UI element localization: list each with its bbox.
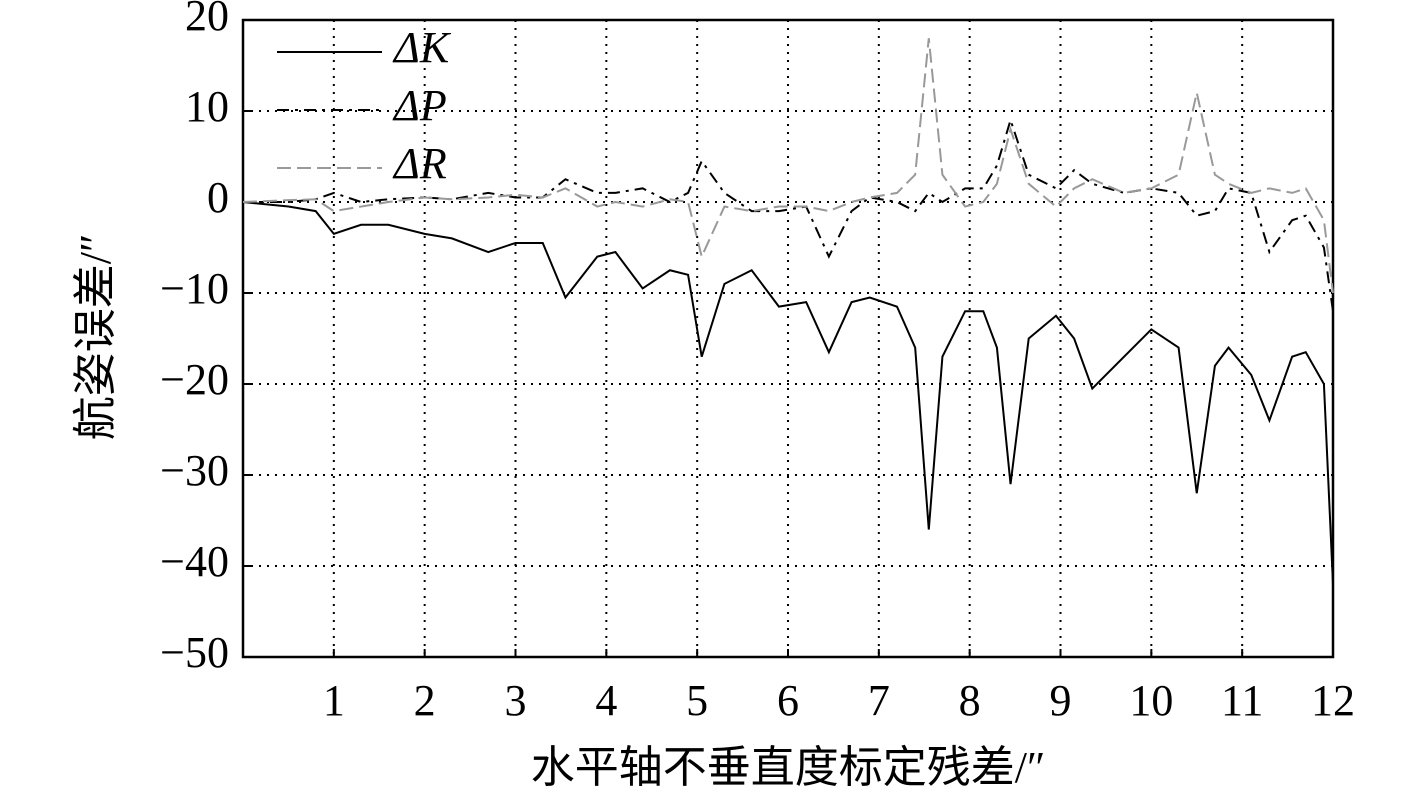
y-tick-label: −20 <box>160 355 229 404</box>
x-tick-label: 6 <box>777 676 799 725</box>
y-axis-label: 航姿误差/″ <box>71 234 120 441</box>
y-tick-label: 10 <box>185 82 229 131</box>
legend-label: ΔP <box>392 81 447 130</box>
y-tick-label: −40 <box>160 537 229 586</box>
data-line <box>243 116 1334 312</box>
x-tick-label: 8 <box>959 676 981 725</box>
plot-frame <box>241 18 1335 659</box>
x-tick-label: 5 <box>686 676 708 725</box>
x-tick-label: 10 <box>1129 676 1173 725</box>
y-tick-label: −50 <box>160 628 229 677</box>
data-line <box>242 201 1334 585</box>
x-tick-label: 2 <box>414 676 436 725</box>
x-tick-label: 9 <box>1050 676 1072 725</box>
x-tick-label: 7 <box>868 676 890 725</box>
y-tick-label: −10 <box>160 264 229 313</box>
legend-label: ΔR <box>392 139 447 188</box>
y-tick-label: 20 <box>185 0 229 40</box>
legend-label: ΔK <box>392 23 452 72</box>
y-tick-label: 0 <box>207 173 229 222</box>
data-line <box>242 38 1334 294</box>
y-tick-label: −30 <box>160 446 229 495</box>
x-tick-label: 1 <box>323 676 345 725</box>
x-axis-label: 水平轴不垂直度标定残差/″ <box>531 743 1046 792</box>
x-tick-label: 12 <box>1311 676 1355 725</box>
x-tick-label: 3 <box>505 676 527 725</box>
x-tick-label: 4 <box>595 676 617 725</box>
x-tick-label: 11 <box>1221 676 1263 725</box>
